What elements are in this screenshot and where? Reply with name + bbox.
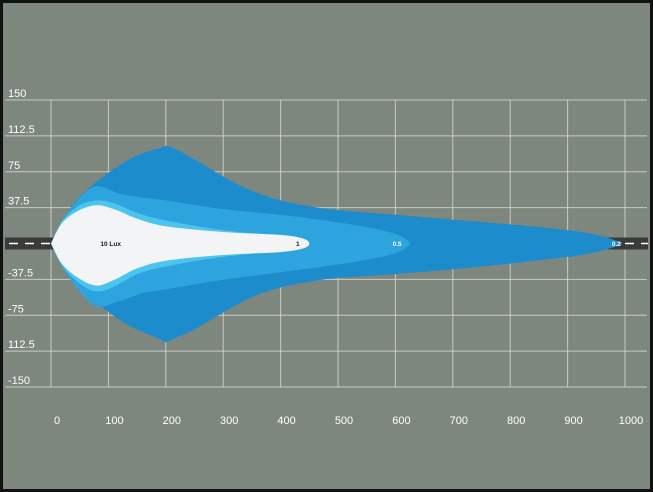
y-tick-label: 75 (8, 160, 20, 172)
contour-label: 0.5 (393, 241, 402, 248)
contour-labels: 0.2 0.5 1 10 Lux (100, 241, 621, 248)
road-marking (5, 237, 648, 250)
y-tick-label: 37.5 (8, 196, 29, 208)
x-tick-label: 1000 (619, 415, 643, 427)
x-tick-label: 700 (450, 415, 468, 427)
contour-label: 10 Lux (100, 241, 121, 248)
contours-over-road (51, 237, 623, 250)
x-tick-label: 900 (564, 415, 582, 427)
y-tick-label: -150 (8, 375, 30, 387)
y-tick-label: -37.5 (8, 267, 33, 279)
x-tick-label: 200 (163, 415, 181, 427)
x-tick-label: 800 (507, 415, 525, 427)
x-tick-label: 400 (277, 415, 295, 427)
contour-label: 1 (296, 241, 300, 248)
axis-ticks: 0 100 200 300 400 500 600 700 800 900 1000 150 112.5… (8, 88, 643, 427)
x-tick-label: 500 (335, 415, 353, 427)
grid (5, 99, 647, 388)
contour-label: 0.2 (612, 241, 621, 248)
y-tick-label: 150 (8, 88, 26, 100)
y-tick-label: 112.5 (8, 124, 35, 136)
y-tick-label: 112.5 (8, 339, 35, 351)
beam-pattern-chart: 0.2 0.5 1 10 Lux 0 100 200 300 400 500 600 700 800 9… (5, 88, 648, 427)
x-tick-label: 300 (220, 415, 238, 427)
x-tick-label: 600 (392, 415, 410, 427)
x-tick-label: 100 (105, 415, 123, 427)
x-tick-label: 0 (54, 415, 60, 427)
y-tick-label: -75 (8, 303, 24, 315)
contour-road-segment (51, 237, 310, 250)
